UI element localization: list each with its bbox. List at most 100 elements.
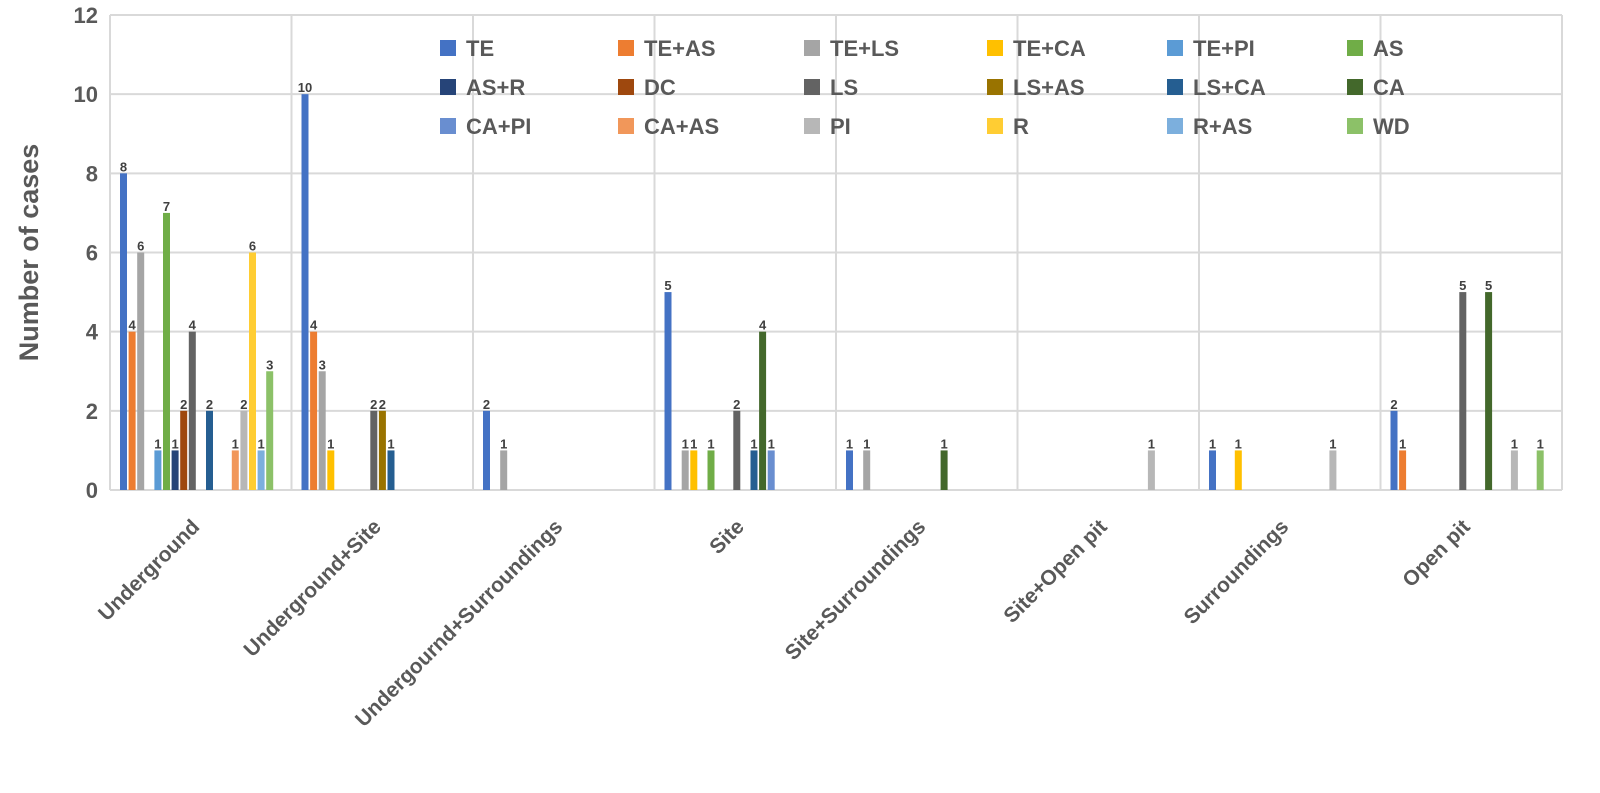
bar	[1147, 450, 1155, 490]
bar	[1536, 450, 1544, 490]
legend-label: LS+CA	[1193, 75, 1266, 100]
data-label: 4	[128, 318, 136, 333]
data-label: 5	[1459, 278, 1466, 293]
data-label: 2	[370, 397, 377, 412]
legend-swatch	[804, 79, 820, 95]
bar	[733, 410, 741, 490]
data-label: 1	[682, 436, 689, 451]
data-label: 1	[1511, 436, 1518, 451]
bar	[863, 450, 871, 490]
gridlines	[109, 14, 1563, 491]
x-category-label: Surroundings	[1180, 515, 1294, 629]
bar	[759, 331, 767, 490]
bar	[1485, 292, 1493, 490]
data-label: 1	[154, 436, 161, 451]
legend-swatch	[1167, 79, 1183, 95]
data-label: 5	[1485, 278, 1492, 293]
data-label: 4	[189, 318, 197, 333]
bar	[846, 450, 853, 490]
legend-label: TE+PI	[1193, 36, 1255, 61]
bar	[128, 331, 136, 490]
y-tick-label: 2	[86, 399, 98, 424]
data-label: 1	[1235, 436, 1242, 451]
data-label: 1	[1537, 436, 1544, 451]
legend-label: DC	[644, 75, 676, 100]
data-label: 2	[733, 397, 740, 412]
data-label: 1	[1148, 436, 1155, 451]
data-label: 2	[379, 397, 386, 412]
bar	[188, 331, 196, 490]
legend-label: TE+AS	[644, 36, 716, 61]
data-label: 1	[1399, 436, 1406, 451]
legend-label: AS+R	[466, 75, 525, 100]
data-label: 1	[1329, 436, 1336, 451]
bar	[707, 450, 715, 490]
bar	[500, 450, 508, 490]
bar	[664, 292, 672, 490]
bar	[120, 173, 127, 491]
data-label: 1	[750, 436, 757, 451]
legend-label: TE	[466, 36, 494, 61]
bar	[206, 410, 213, 490]
x-category-label: Site+Surroundings	[781, 515, 931, 665]
legend-label: R+AS	[1193, 114, 1252, 139]
data-label: 6	[249, 239, 256, 254]
legend-swatch	[1347, 118, 1363, 134]
legend-swatch	[804, 40, 820, 56]
legend-label: LS+AS	[1013, 75, 1085, 100]
bar	[940, 450, 948, 490]
bar	[1459, 292, 1467, 490]
data-label: 2	[1390, 397, 1397, 412]
bar	[154, 450, 162, 490]
legend-label: LS	[830, 75, 858, 100]
legend-label: CA+PI	[466, 114, 531, 139]
legend-swatch	[1347, 79, 1363, 95]
data-label: 1	[232, 436, 239, 451]
x-category-label: Underground+Site	[240, 515, 386, 661]
data-label: 1	[846, 436, 853, 451]
y-tick-label: 0	[86, 478, 98, 503]
bar	[163, 212, 170, 490]
data-label: 6	[137, 239, 144, 254]
bar	[1209, 450, 1216, 490]
bar	[483, 410, 490, 490]
bar	[266, 371, 274, 490]
legend-swatch	[440, 118, 456, 134]
legend-swatch	[1167, 40, 1183, 56]
data-label: 2	[240, 397, 247, 412]
legend: TE TE+AS TE+LS TE+CA TE+PI AS AS+R DC LS LS+AS LS+…	[440, 36, 1410, 139]
legend-label: CA	[1373, 75, 1405, 100]
y-axis-title: Number of cases	[14, 144, 44, 362]
data-label: 1	[171, 436, 178, 451]
legend-label: WD	[1373, 114, 1410, 139]
legend-swatch	[440, 40, 456, 56]
bar	[370, 410, 378, 490]
legend-label: TE+CA	[1013, 36, 1086, 61]
y-tick-label: 6	[86, 241, 98, 266]
data-label: 2	[206, 397, 213, 412]
data-label: 1	[327, 436, 334, 451]
data-label: 2	[180, 397, 187, 412]
bar	[1234, 450, 1242, 490]
legend-swatch	[987, 79, 1003, 95]
data-label: 4	[310, 318, 318, 333]
x-category-label: Open pit	[1398, 515, 1474, 591]
x-category-label: Site+Open pit	[999, 515, 1111, 627]
legend-swatch	[1347, 40, 1363, 56]
data-label: 4	[759, 318, 767, 333]
legend-label: CA+AS	[644, 114, 719, 139]
y-tick-label: 4	[86, 320, 99, 345]
x-category-label: Underground	[94, 515, 204, 625]
bar	[318, 371, 326, 490]
legend-swatch	[618, 79, 634, 95]
bar	[180, 410, 188, 490]
bar	[310, 331, 318, 490]
data-label: 1	[768, 436, 775, 451]
bar	[231, 450, 239, 490]
bar	[240, 410, 248, 490]
bar	[767, 450, 775, 490]
y-tick-label: 10	[74, 82, 98, 107]
legend-label: R	[1013, 114, 1029, 139]
y-tick-label: 12	[74, 3, 98, 28]
